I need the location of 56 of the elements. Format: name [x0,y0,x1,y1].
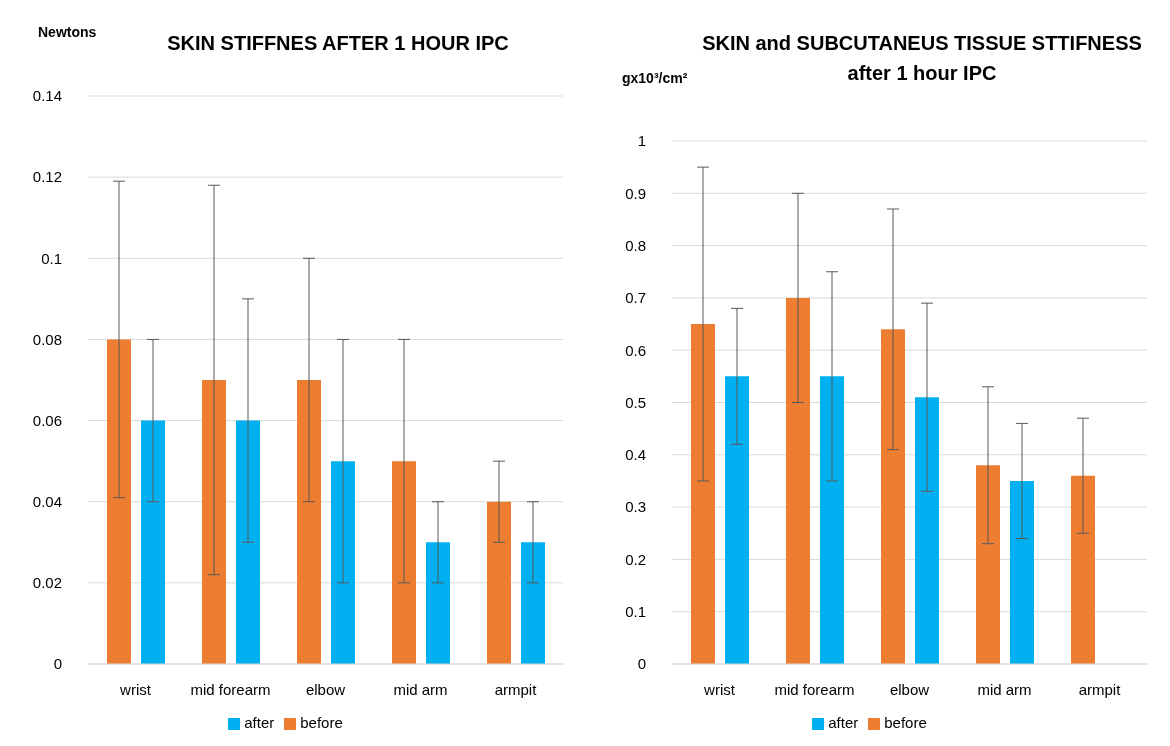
y-tick-label: 0.8 [625,236,646,254]
bar [141,420,165,664]
y-tick-label: 0.3 [625,498,646,516]
bar [521,542,545,664]
bar [691,324,715,664]
bar [1071,475,1095,664]
y-tick-label: 1 [637,132,646,150]
y-axis-title: Newtons [38,24,97,40]
y-tick-label: 0.1 [41,249,62,267]
x-tick-label: mid forearm [190,680,271,698]
bar [202,380,226,664]
bar [976,465,1000,664]
x-tick-label: elbow [889,680,930,698]
bar [487,501,511,664]
legend-label: before [884,714,927,731]
legend-label: after [828,714,859,731]
y-tick-label: 0.6 [625,341,646,359]
y-tick-label: 0.9 [625,184,646,202]
legend-label: before [300,714,343,731]
y-tick-label: 0.5 [625,393,646,411]
x-tick-label: armpit [494,680,538,698]
y-tick-label: 0.4 [625,446,646,464]
x-tick-label: mid arm [977,680,1032,698]
y-tick-label: 0.2 [625,550,646,568]
bar [820,376,844,664]
bar [392,461,416,664]
x-tick-label: armpit [1078,680,1122,698]
y-tick-label: 0.02 [32,574,62,592]
bar [915,397,939,664]
y-tick-label: 0.06 [32,411,62,429]
y-tick-label: 0.7 [625,289,646,307]
bar [107,339,131,664]
x-tick-label: elbow [305,680,346,698]
x-tick-label: mid arm [393,680,448,698]
y-tick-label: 0.04 [32,493,62,511]
bar [881,329,905,664]
chart-title: SKIN STIFFNES AFTER 1 HOUR IPC [166,31,510,56]
bar [297,380,321,664]
bar [331,461,355,664]
x-tick-label: mid forearm [774,680,855,698]
bar [236,420,260,664]
y-tick-label: 0 [637,655,646,673]
y-tick-label: 0.14 [32,87,62,105]
legend-label: after [244,714,275,731]
bar [786,297,810,664]
bar [1010,480,1034,664]
bar [725,376,749,664]
y-axis-title: gx10³/cm² [622,70,688,86]
chart-title: SKIN and SUBCUTANEUS TISSUE STTIFNESS after 1 hour IPC [702,31,1142,86]
x-tick-label: wrist [119,680,152,698]
y-tick-label: 0.1 [625,603,646,621]
y-tick-label: 0.12 [32,168,62,186]
y-tick-label: 0 [53,655,62,673]
bar [426,542,450,664]
x-tick-label: wrist [703,680,736,698]
y-tick-label: 0.08 [32,330,62,348]
